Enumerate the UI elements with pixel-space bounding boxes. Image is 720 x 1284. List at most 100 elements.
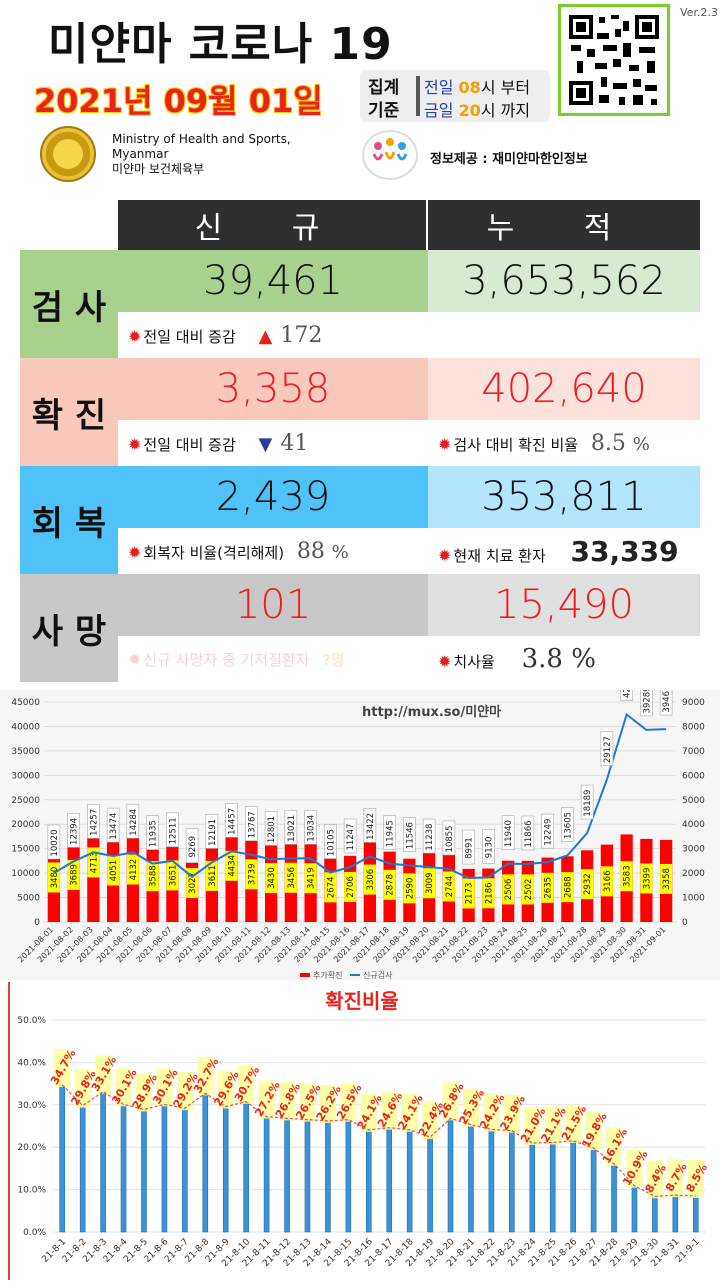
y-right-tick: 9000 [682, 698, 705, 708]
y-left-tick: 5000 [17, 894, 40, 904]
test-label-bg [47, 824, 61, 860]
rate-label-bg [176, 1072, 193, 1111]
confirmed-total-value: 402,640 [428, 358, 700, 420]
test-label: 10105 [326, 829, 336, 856]
case-label: 2932 [583, 873, 593, 895]
version-label: Ver.2.3 [680, 6, 718, 19]
test-label: 11866 [524, 820, 534, 847]
col-header-new: 신 규 [118, 200, 428, 250]
legend-tests-swatch [350, 974, 360, 976]
case-label: 2744 [445, 876, 455, 898]
rate-label-bg [115, 1068, 132, 1107]
test-label-bg [580, 784, 594, 820]
case-label-bg [67, 859, 80, 890]
rate-bar [488, 1129, 495, 1233]
test-label: 12801 [267, 816, 277, 843]
rate-bar [570, 1140, 576, 1233]
rate-bar [672, 1194, 679, 1233]
test-label-bg [205, 814, 219, 849]
rate-label: 8.4% [643, 1162, 670, 1195]
test-label: 10855 [445, 825, 455, 852]
case-label: 3166 [603, 870, 613, 892]
tests-cases-chart: 0 5000 10000 15000 20000 25000 30000 35000 40000… [0, 666, 720, 980]
rate-label-bg [462, 1088, 479, 1127]
row-label-recovered: 회 복 [20, 466, 118, 574]
legend-cases: 추가확진 [313, 970, 342, 980]
virus-icon: ✹ [128, 326, 142, 346]
info-source: 정보제공 : 재미얀마한인정보 [430, 152, 588, 167]
test-label-bg [363, 808, 377, 843]
rate-bar [141, 1109, 147, 1233]
test-label-bg [106, 807, 120, 843]
test-label: 11238 [425, 824, 435, 851]
rate-trendline [61, 1084, 696, 1197]
case-label-bg [383, 869, 396, 900]
recovered-total-value: 353,811 [428, 466, 700, 528]
rate-bar [222, 1106, 229, 1233]
case-label-bg [581, 869, 594, 900]
test-label: 13034 [307, 815, 317, 842]
rate-label-bg [585, 1112, 602, 1151]
case-label: 2706 [346, 876, 356, 898]
test-label-bg [442, 820, 456, 856]
test-label-bg [146, 815, 159, 850]
test-label-bg [324, 824, 337, 859]
case-label: 3430 [267, 867, 277, 889]
test-label: 12191 [208, 819, 218, 846]
case-label-bg [502, 874, 515, 905]
test-label: 42441 [623, 690, 633, 698]
row-label-confirmed: 확 진 [20, 358, 118, 466]
rate-label-bg [279, 1082, 296, 1121]
rate-label-bg [483, 1093, 500, 1132]
test-label: 9269 [188, 836, 198, 858]
rate-bar [406, 1129, 413, 1233]
test-label: 29127 [603, 736, 613, 763]
ministry-name: Ministry of Health and Sports, Myanmar 미… [112, 132, 291, 176]
qr-code[interactable] [558, 4, 670, 116]
y-left-tick: 35000 [11, 747, 40, 757]
test-label: 9130 [484, 837, 494, 859]
test-label-bg [67, 813, 80, 848]
range-to: 금일 20시 까지 [424, 101, 531, 120]
rate-label-bg [319, 1084, 336, 1123]
test-label: 13767 [247, 811, 257, 838]
qr-code-icon [567, 13, 661, 107]
case-label: 3399 [642, 868, 652, 890]
y-left-tick: 20000 [11, 820, 40, 830]
case-label-bg [620, 861, 633, 892]
range-label-2: 기준 [368, 101, 400, 121]
test-label-bg [264, 811, 278, 846]
case-label: 3419 [307, 867, 317, 889]
test-label-bg [501, 815, 515, 850]
rate-bar [386, 1127, 393, 1233]
rate-label-bg [626, 1149, 643, 1188]
test-label: 11247 [346, 823, 356, 850]
case-label-bg [482, 878, 495, 909]
case-label: 2674 [326, 876, 336, 898]
legend-tests: 신규검사 [363, 970, 393, 980]
rate-label-bg [381, 1091, 398, 1130]
y-right-tick: 2000 [682, 869, 705, 879]
rate-label-bg [503, 1094, 520, 1133]
rate-label-bg [197, 1057, 214, 1096]
case-label-bg [344, 871, 357, 902]
case-label: 3583 [623, 865, 633, 887]
case-label-bg [462, 878, 475, 909]
case-label: 2502 [524, 879, 534, 901]
case-label-bg [166, 860, 179, 891]
rate-bar [590, 1147, 597, 1233]
rate-bar [365, 1129, 372, 1233]
case-label-bg [284, 862, 297, 893]
case-label-bg [205, 860, 218, 891]
report-date: 2021년 09월 01일 [34, 82, 323, 120]
case-label: 4434 [228, 855, 238, 877]
rate-label-bg [646, 1160, 663, 1199]
rate-label-bg [565, 1104, 582, 1143]
y-right-tick: 6000 [682, 771, 705, 781]
rate-bar [284, 1118, 290, 1233]
virus-icon: ✹ [438, 545, 452, 565]
case-label-bg [47, 862, 60, 893]
case-fatality-rate: ✹ 치사율 3.8 % [428, 636, 700, 682]
range-label-1: 집계 [368, 78, 400, 98]
case-label-bg [521, 874, 534, 905]
